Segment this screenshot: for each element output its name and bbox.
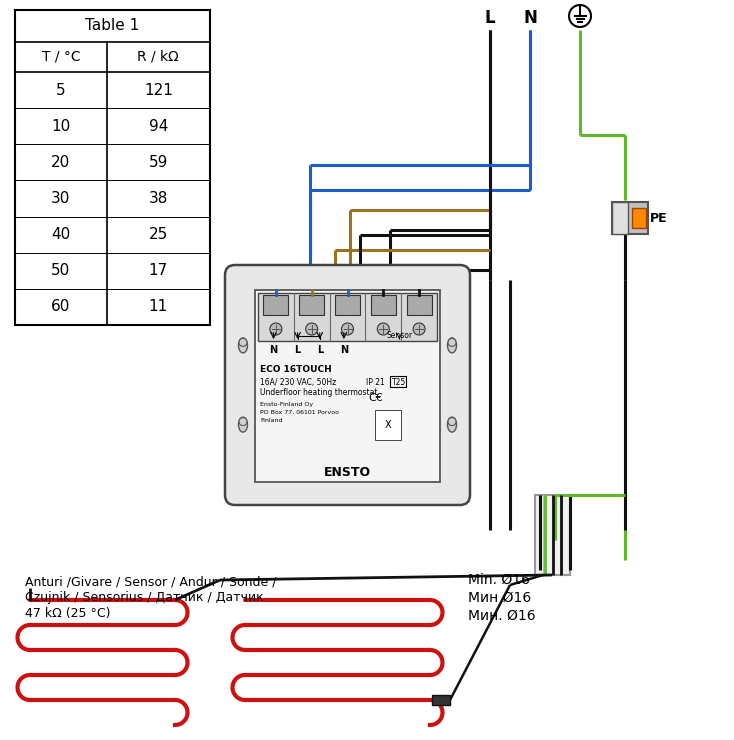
Text: ECO 16TOUCH: ECO 16TOUCH <box>260 365 332 374</box>
Text: 59: 59 <box>149 155 168 170</box>
Text: Table 1: Table 1 <box>85 18 139 33</box>
Text: 94: 94 <box>149 118 168 134</box>
Text: Мин. Ø16: Мин. Ø16 <box>468 609 536 623</box>
Bar <box>264 295 288 314</box>
Bar <box>299 295 324 314</box>
Text: N: N <box>269 345 277 355</box>
Text: Ensto-Finland Oy: Ensto-Finland Oy <box>260 402 313 407</box>
Bar <box>15 10 210 325</box>
Bar <box>632 208 646 228</box>
Text: 121: 121 <box>144 83 172 98</box>
Circle shape <box>569 5 591 27</box>
Text: C€: C€ <box>368 393 382 403</box>
Text: Anturi /Givare / Sensor / Andur / Sonde /: Anturi /Givare / Sensor / Andur / Sonde … <box>25 576 277 588</box>
Text: Sensor: Sensor <box>386 331 413 340</box>
Circle shape <box>239 417 247 425</box>
Text: X: X <box>385 420 391 430</box>
Text: 40: 40 <box>51 227 70 242</box>
Text: L: L <box>316 345 323 355</box>
Text: T25: T25 <box>392 378 406 387</box>
Circle shape <box>341 323 354 335</box>
Ellipse shape <box>448 338 457 353</box>
Text: Czujnik / Sensorius / Датчик / Датчик: Czujnik / Sensorius / Датчик / Датчик <box>25 591 264 605</box>
FancyBboxPatch shape <box>225 265 470 505</box>
Text: L: L <box>484 9 495 27</box>
Text: 50: 50 <box>51 263 70 278</box>
Text: 16A/ 230 VAC, 50Hz: 16A/ 230 VAC, 50Hz <box>260 378 336 387</box>
Text: 47 kΩ (25 °C): 47 kΩ (25 °C) <box>25 608 111 621</box>
Circle shape <box>448 338 456 346</box>
Ellipse shape <box>239 417 247 432</box>
Circle shape <box>270 323 282 335</box>
Text: Finland: Finland <box>260 418 283 423</box>
Text: R / kΩ: R / kΩ <box>137 50 179 64</box>
Text: Underfloor heating thermostat: Underfloor heating thermostat <box>260 388 377 397</box>
Bar <box>407 295 432 314</box>
Bar <box>390 376 406 387</box>
Text: PE: PE <box>650 212 668 224</box>
Text: ENSTO: ENSTO <box>324 465 371 479</box>
Bar <box>371 295 396 314</box>
Ellipse shape <box>448 417 457 432</box>
Text: N: N <box>523 9 537 27</box>
Circle shape <box>448 417 456 425</box>
Text: IP 21: IP 21 <box>366 378 385 387</box>
Text: T / °C: T / °C <box>42 50 80 64</box>
Text: 10: 10 <box>51 118 70 134</box>
Text: 60: 60 <box>51 300 70 314</box>
Text: 20: 20 <box>51 155 70 170</box>
Text: 30: 30 <box>51 191 70 206</box>
Ellipse shape <box>239 338 247 353</box>
Bar <box>255 290 440 482</box>
Text: Min. Ø16: Min. Ø16 <box>468 573 530 587</box>
Text: L: L <box>294 345 301 355</box>
Text: PO Box 77, 06101 Porvoo: PO Box 77, 06101 Porvoo <box>260 410 339 415</box>
Circle shape <box>305 323 318 335</box>
Text: 5: 5 <box>56 83 65 98</box>
Text: Мин Ø16: Мин Ø16 <box>468 591 531 605</box>
Bar <box>432 695 450 705</box>
Circle shape <box>239 338 247 346</box>
Circle shape <box>413 323 425 335</box>
Bar <box>612 202 648 234</box>
Text: 17: 17 <box>149 263 168 278</box>
Bar <box>258 293 437 341</box>
Text: N: N <box>340 345 348 355</box>
Bar <box>535 495 570 575</box>
Circle shape <box>377 323 389 335</box>
Text: 25: 25 <box>149 227 168 242</box>
Text: 11: 11 <box>149 300 168 314</box>
Text: 38: 38 <box>149 191 168 206</box>
Bar <box>335 295 360 314</box>
Bar <box>612 202 628 234</box>
